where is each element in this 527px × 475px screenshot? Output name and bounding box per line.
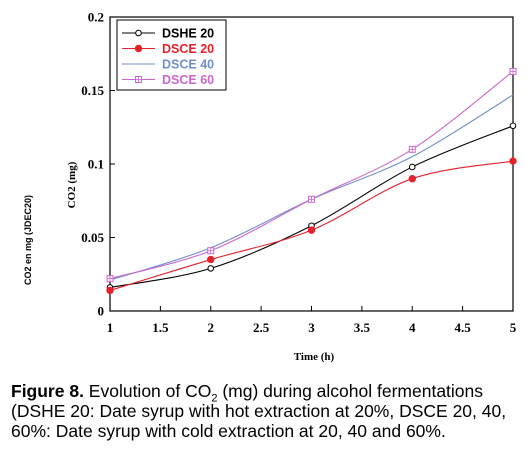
caption-figure-label: Figure 8. (11, 381, 84, 401)
legend-marker-dsce-20 (134, 44, 143, 53)
series-dsce-60 (106, 67, 517, 283)
caption-text-after: (mg) during alcohol fermentations (DSHE … (11, 381, 507, 441)
y-tick-label: 0.2 (88, 10, 104, 25)
x-tick-label: 5 (510, 320, 517, 335)
data-point-dshe-20 (207, 265, 215, 272)
caption-text-before: Evolution of CO (83, 381, 212, 401)
data-point-dsce-20 (509, 157, 517, 165)
data-point-dsce-20 (207, 255, 215, 264)
x-tick-label: 2 (208, 320, 215, 335)
series-dshe-20 (106, 122, 517, 291)
y-tick-label: 0.1 (88, 157, 104, 172)
x-tick-label: 3 (308, 320, 315, 335)
y-axis-side-label: CO2 en mg (JDEC20) (23, 195, 33, 285)
data-point-dsce-20 (307, 226, 316, 234)
data-point-dshe-20 (509, 122, 517, 130)
x-tick-label: 1 (107, 320, 114, 335)
y-tick-label: 0 (98, 304, 105, 319)
x-tick-label: 4.5 (455, 320, 472, 335)
y-tick-label: 0.05 (81, 230, 104, 245)
caption-subscript: 2 (211, 392, 218, 405)
x-tick-label: 2.5 (253, 320, 270, 335)
series-dsce-40 (109, 94, 514, 281)
legend-label-dsce-20: DSCE 20 (162, 42, 214, 56)
legend-label-dshe-20: DSHE 20 (162, 27, 214, 41)
x-tick-label: 3.5 (354, 320, 371, 335)
legend-label-dsce-60: DSCE 60 (162, 73, 214, 87)
data-point-dsce-20 (408, 175, 416, 183)
series-line-dsce-60 (109, 70, 514, 280)
x-tick-label: 4 (409, 320, 416, 335)
series-dsce-20 (106, 157, 517, 295)
data-point-dsce-20 (106, 286, 114, 295)
x-axis-label: Time (h) (294, 351, 335, 363)
legend-marker-dshe-20 (135, 29, 142, 37)
y-axis-label: CO2 (mg) (66, 161, 78, 208)
figure-caption: Figure 8. Evolution of CO2 (mg) during a… (11, 381, 523, 441)
y-tick-label: 0.15 (81, 83, 104, 98)
x-tick-label: 1.5 (152, 320, 169, 335)
legend-label-dsce-40: DSCE 40 (162, 58, 214, 72)
data-point-dshe-20 (408, 163, 416, 171)
series-line-dsce-40 (109, 94, 514, 281)
